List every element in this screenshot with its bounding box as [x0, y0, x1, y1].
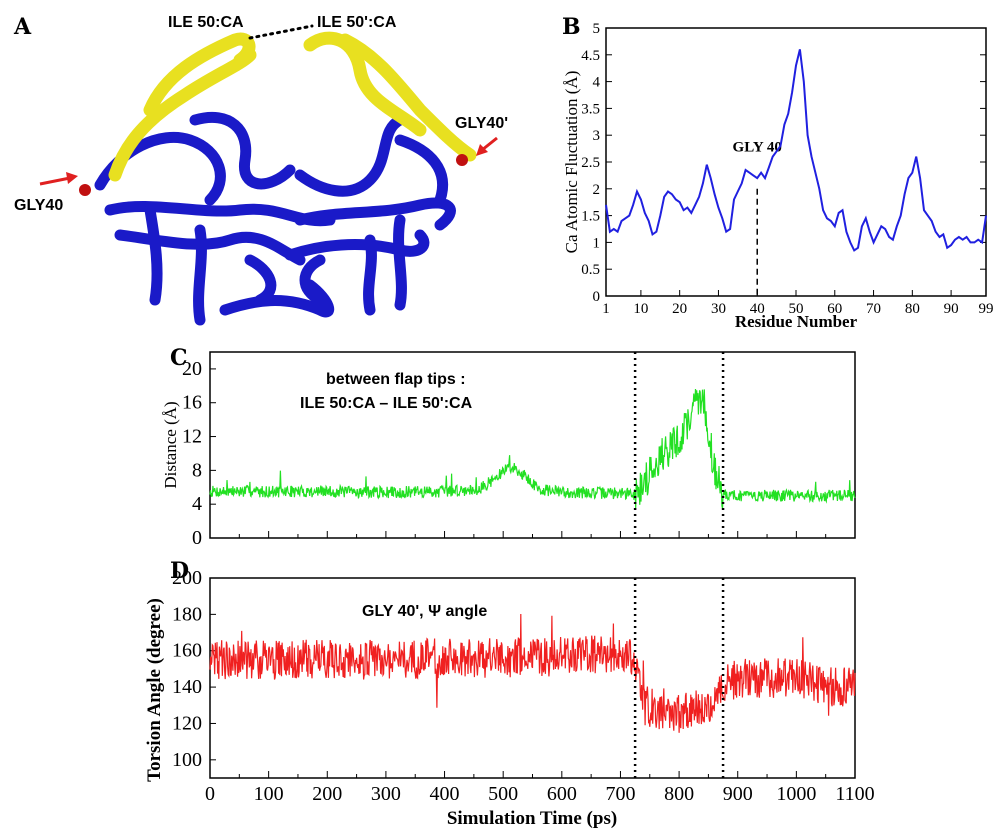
chart-d-ticks [209, 577, 856, 778]
chart-c-y-axis-label: Distance (Å) [161, 401, 180, 488]
protein-structure [79, 24, 477, 326]
chart-c-y-tick-label: 20 [182, 358, 202, 380]
chart-d-annotation: GLY 40', Ψ angle [362, 603, 487, 620]
chart-d-y-tick-label: 180 [172, 603, 202, 625]
chart-c-annotation-line-2: ILE 50:CA – ILE 50':CA [300, 395, 473, 412]
chart-b-x-tick-label: 70 [866, 301, 881, 317]
chart-b-y-axis-label: Ca Atomic Fluctuation (Å) [562, 71, 581, 254]
chart-b-ticks [605, 27, 987, 297]
chart-d-x-axis-label: Simulation Time (ps) [447, 808, 617, 829]
chart-d-y-tick-label: 160 [172, 640, 202, 662]
chart-b-annotation-gly40: GLY 40 [733, 139, 782, 155]
chart-d-y-tick-labels: 100 120 140 160 180 200 [172, 567, 202, 771]
chart-d-y-tick-label: 100 [172, 749, 202, 771]
chart-b-x-tick-label: 1 [602, 301, 610, 317]
chart-b-y-tick-label: 4.5 [581, 48, 600, 64]
chart-b-x-tick-label: 20 [672, 301, 687, 317]
chart-b-y-tick-label: 0 [593, 289, 601, 305]
chart-b-series-line [605, 49, 987, 252]
protein-flap-ribbons [108, 31, 477, 182]
panel-c: C 0 4 8 12 16 20 between flap tips : ILE 50:C… [161, 345, 856, 549]
label-gly40-prime: GLY40' [455, 115, 508, 132]
chart-d-y-tick-label: 120 [172, 712, 202, 734]
panel-letter-c: C [170, 345, 188, 371]
panel-letter-d: D [170, 558, 189, 584]
panel-b: B 1 10 20 30 40 50 60 70 80 90 99 0 0.5 1 1.5 2 2.5 3 3.5… [562, 14, 994, 331]
chart-b-y-tick-label: 4 [593, 75, 601, 91]
chart-d-x-tick-label: 900 [723, 783, 753, 805]
chart-b-y-tick-label: 3.5 [581, 101, 600, 117]
chart-b-x-tick-label: 40 [750, 301, 765, 317]
arrow-gly40-prime [476, 136, 498, 156]
chart-b-y-tick-label: 2 [593, 182, 601, 198]
chart-b-x-tick-label: 99 [979, 301, 994, 317]
chart-d-y-tick-label: 140 [172, 676, 202, 698]
chart-d-x-tick-label: 1000 [776, 783, 816, 805]
label-ile50: ILE 50:CA [168, 14, 244, 31]
chart-c-frame [209, 351, 856, 539]
chart-b-y-tick-labels: 0 0.5 1 1.5 2 2.5 3 3.5 4 4.5 5 [581, 21, 600, 305]
arrow-gly40 [39, 172, 78, 186]
chart-d-x-tick-label: 800 [664, 783, 694, 805]
chart-c-annotation-line-1: between flap tips : [326, 371, 466, 388]
chart-b-x-tick-label: 30 [711, 301, 726, 317]
chart-d-x-tick-label: 500 [488, 783, 518, 805]
gly40-prime-tip-marker [456, 154, 468, 166]
gly40-tip-marker [79, 184, 91, 196]
chart-c-y-tick-label: 12 [182, 426, 202, 448]
chart-d-x-tick-label: 400 [430, 783, 460, 805]
chart-b-x-axis-label: Residue Number [735, 312, 858, 331]
chart-b-y-tick-label: 5 [593, 21, 601, 37]
chart-d-x-tick-label: 700 [605, 783, 635, 805]
panel-a: A [13, 14, 508, 326]
chart-d-x-tick-label: 600 [547, 783, 577, 805]
label-gly40: GLY40 [14, 197, 63, 214]
chart-b-y-tick-label: 0.5 [581, 262, 600, 278]
panel-letter-a: A [13, 14, 32, 40]
chart-b-x-tick-label: 80 [905, 301, 920, 317]
label-ile50-prime: ILE 50':CA [317, 14, 397, 31]
chart-b-x-tick-label: 50 [789, 301, 804, 317]
chart-d-x-tick-label: 200 [312, 783, 342, 805]
chart-d-x-tick-label: 1100 [835, 783, 874, 805]
panel-d: D 0 100 200 300 400 500 600 700 800 900 1000 1100 1… [144, 558, 875, 829]
chart-c-y-tick-label: 4 [192, 493, 202, 515]
chart-d-x-tick-label: 100 [254, 783, 284, 805]
chart-d-x-tick-label: 300 [371, 783, 401, 805]
chart-d-x-tick-labels: 0 100 200 300 400 500 600 700 800 900 1000 1100 [205, 783, 875, 805]
chart-d-y-axis-label: Torsion Angle (degree) [144, 598, 165, 782]
chart-c-ticks [209, 368, 856, 539]
chart-b-x-tick-labels: 1 10 20 30 40 50 60 70 80 90 99 [602, 301, 993, 317]
flap-tip-distance-line [248, 24, 314, 40]
chart-b-x-tick-label: 60 [827, 301, 842, 317]
chart-d-series-line [209, 613, 856, 733]
chart-d-y-tick-label: 200 [172, 567, 202, 589]
chart-b-x-tick-label: 90 [944, 301, 959, 317]
protein-core-ribbons [94, 111, 456, 326]
chart-d-x-tick-label: 0 [205, 783, 215, 805]
chart-b-y-tick-label: 2.5 [581, 155, 600, 171]
chart-c-y-tick-labels: 0 4 8 12 16 20 [182, 358, 202, 549]
chart-b-y-tick-label: 1 [593, 235, 601, 251]
chart-b-y-tick-label: 3 [593, 128, 601, 144]
chart-c-series-line [209, 388, 856, 509]
chart-c-y-tick-label: 16 [182, 392, 202, 414]
chart-b-y-tick-label: 1.5 [581, 209, 600, 225]
chart-b-x-tick-label: 10 [633, 301, 648, 317]
panel-letter-b: B [562, 14, 581, 40]
chart-c-y-tick-label: 0 [192, 527, 202, 549]
chart-c-y-tick-label: 8 [192, 459, 202, 481]
